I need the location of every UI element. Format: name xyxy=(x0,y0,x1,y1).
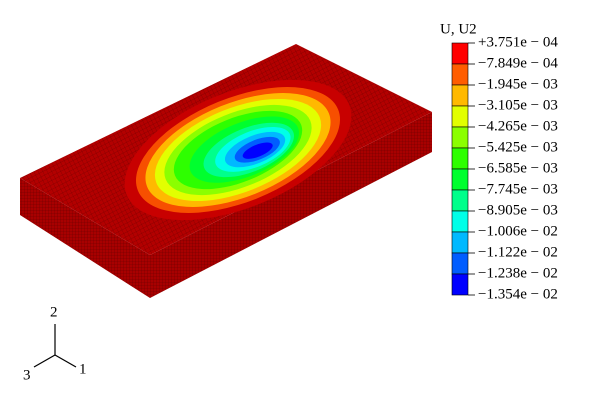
legend-color-band xyxy=(451,147,469,170)
legend-label: −7.745e − 03 xyxy=(478,181,558,197)
legend-label: −1.122e − 02 xyxy=(478,244,558,260)
axis-triad: 2 1 3 xyxy=(23,304,87,383)
triad-label: 1 xyxy=(79,361,87,377)
legend-label: −8.905e − 03 xyxy=(478,202,558,218)
legend-color-band xyxy=(451,84,469,107)
legend-color-band xyxy=(451,231,469,254)
legend-color-band xyxy=(451,273,469,296)
legend-color-band xyxy=(451,168,469,191)
legend: U, U2 +3.751e − 04 −7.849e − 04 −1.945e − … xyxy=(440,21,558,302)
legend-label: −5.425e − 03 xyxy=(478,139,558,155)
triad-axis xyxy=(33,354,56,368)
legend-title: U, U2 xyxy=(440,21,477,37)
plate-front-face xyxy=(20,178,150,298)
legend-label: +3.751e − 04 xyxy=(478,34,558,50)
legend-color-band xyxy=(451,189,469,212)
triad-label: 3 xyxy=(23,367,31,383)
legend-label: −1.354e − 02 xyxy=(478,286,558,302)
legend-color-band xyxy=(451,210,469,233)
legend-label: −7.849e − 04 xyxy=(478,55,558,71)
legend-color-band xyxy=(451,105,469,128)
legend-label: −6.585e − 03 xyxy=(478,160,558,176)
legend-color-band xyxy=(451,63,469,86)
legend-color-band xyxy=(451,252,469,275)
legend-label: −1.006e − 02 xyxy=(478,223,558,239)
triad-axis xyxy=(54,354,77,368)
legend-label: −1.238e − 02 xyxy=(478,265,558,281)
deformation-contour xyxy=(124,79,352,221)
legend-color-band xyxy=(451,42,469,65)
triad-label: 2 xyxy=(50,304,58,320)
plate xyxy=(20,44,432,298)
legend-label: −1.945e − 03 xyxy=(478,76,558,92)
legend-label: −4.265e − 03 xyxy=(478,118,558,134)
legend-color-band xyxy=(451,126,469,149)
plate-side-face xyxy=(150,112,432,298)
legend-label: −3.105e − 03 xyxy=(478,97,558,113)
